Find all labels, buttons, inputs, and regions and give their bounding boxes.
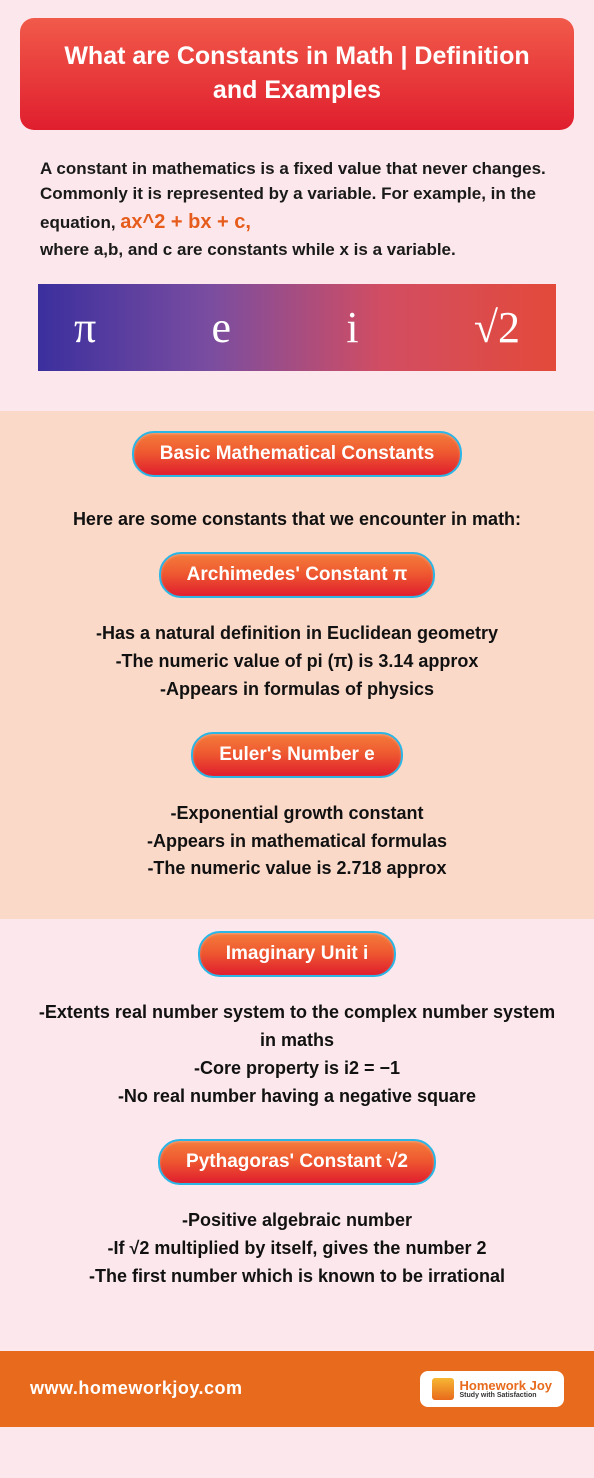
point: -No real number having a negative square — [30, 1083, 564, 1111]
brand-badge: Homework Joy Study with Satisfaction — [420, 1371, 564, 1407]
intro-paragraph: A constant in mathematics is a fixed val… — [0, 148, 594, 285]
symbol-pi: π — [74, 302, 96, 353]
symbol-e: e — [212, 302, 232, 353]
brand-sub: Study with Satisfaction — [460, 1392, 552, 1399]
point: -Exponential growth constant — [30, 800, 564, 828]
brand-main: Homework Joy — [460, 1379, 552, 1392]
pythagoras-pill: Pythagoras' Constant √2 — [158, 1139, 436, 1185]
intro-equation: ax^2 + bx + c, — [120, 211, 251, 233]
point: -Core property is i2 = −1 — [30, 1055, 564, 1083]
point: -The numeric value of pi (π) is 3.14 app… — [30, 648, 564, 676]
archimedes-points: -Has a natural definition in Euclidean g… — [0, 616, 594, 732]
point: -If √2 multiplied by itself, gives the n… — [30, 1235, 564, 1263]
point: -Appears in formulas of physics — [30, 676, 564, 704]
section-heading-block: Basic Mathematical Constants Here are so… — [0, 411, 594, 919]
point: -The first number which is known to be i… — [30, 1263, 564, 1291]
pythagoras-points: -Positive algebraic number -If √2 multip… — [0, 1203, 594, 1319]
symbol-sqrt2: √2 — [474, 302, 520, 353]
point: -Has a natural definition in Euclidean g… — [30, 620, 564, 648]
imaginary-points: -Extents real number system to the compl… — [0, 995, 594, 1139]
point: -Appears in mathematical formulas — [30, 828, 564, 856]
section-block-b: Imaginary Unit i -Extents real number sy… — [0, 919, 594, 1332]
euler-points: -Exponential growth constant -Appears in… — [0, 796, 594, 912]
footer-url: www.homeworkjoy.com — [30, 1378, 243, 1399]
point: -Positive algebraic number — [30, 1207, 564, 1235]
intro-pre: A constant in mathematics is a fixed val… — [40, 159, 546, 232]
book-icon — [432, 1378, 454, 1400]
symbol-i: i — [346, 302, 358, 353]
archimedes-pill: Archimedes' Constant π — [159, 552, 436, 598]
point: -The numeric value is 2.718 approx — [30, 855, 564, 883]
euler-pill: Euler's Number e — [191, 732, 403, 778]
footer: www.homeworkjoy.com Homework Joy Study w… — [0, 1351, 594, 1427]
title-banner: What are Constants in Math | Definition … — [20, 18, 574, 130]
intro-post: where a,b, and c are constants while x i… — [40, 240, 456, 259]
section-subhead: Here are some constants that we encounte… — [0, 495, 594, 552]
point: -Extents real number system to the compl… — [30, 999, 564, 1055]
symbols-bar: π e i √2 — [38, 284, 556, 371]
section-heading-pill: Basic Mathematical Constants — [132, 431, 463, 477]
imaginary-pill: Imaginary Unit i — [198, 931, 397, 977]
